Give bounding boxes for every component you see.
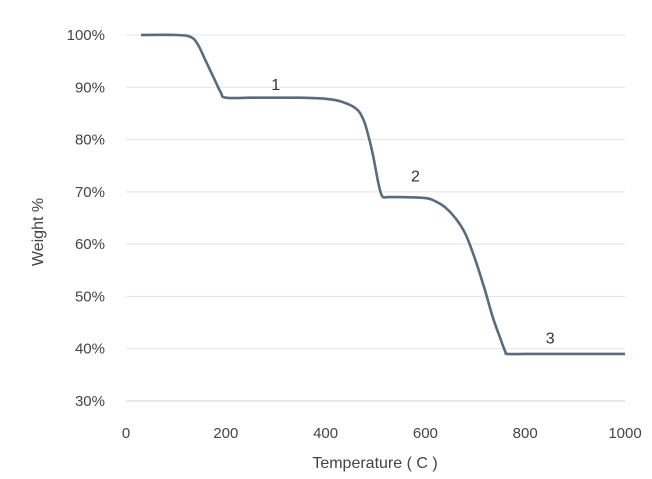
step-label: 2	[411, 168, 420, 185]
step-label: 1	[271, 77, 280, 94]
y-tick-label: 60%	[75, 236, 105, 253]
x-tick-label: 200	[213, 425, 238, 442]
y-axis-ticks: 30% 40% 50% 60% 70% 80% 90% 100%	[67, 27, 105, 410]
y-tick-label: 30%	[75, 393, 105, 410]
x-tick-label: 400	[313, 425, 338, 442]
gridlines	[126, 34, 625, 402]
x-tick-label: 0	[122, 425, 130, 442]
weight-curve	[140, 33, 625, 356]
x-axis-label: Temperature ( C )	[312, 455, 437, 472]
x-tick-label: 1000	[608, 425, 641, 442]
y-tick-label: 40%	[75, 341, 105, 358]
y-axis-label: Weight %	[30, 198, 47, 266]
step-label: 3	[546, 330, 555, 347]
y-tick-label: 80%	[75, 132, 105, 149]
x-tick-label: 600	[413, 425, 438, 442]
y-tick-label: 90%	[75, 79, 105, 96]
y-tick-label: 50%	[75, 288, 105, 305]
y-tick-label: 100%	[67, 27, 105, 44]
y-tick-label: 70%	[75, 184, 105, 201]
x-tick-label: 800	[513, 425, 538, 442]
step-annotations: 1 2 3	[271, 77, 554, 348]
x-axis-ticks: 0 200 400 600 800 1000	[122, 425, 642, 442]
